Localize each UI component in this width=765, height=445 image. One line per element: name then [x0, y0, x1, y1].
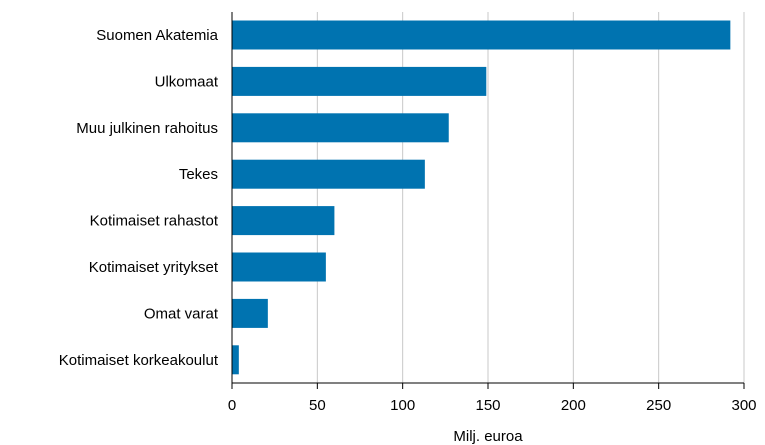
category-label-3: Tekes — [179, 166, 218, 183]
x-tick-label-250: 250 — [646, 397, 671, 414]
bar-6 — [232, 298, 268, 328]
x-tick-label-150: 150 — [475, 397, 500, 414]
bar-4 — [232, 206, 335, 236]
bar-0 — [232, 20, 731, 50]
category-label-7: Kotimaiset korkeakoulut — [59, 352, 219, 369]
category-label-0: Suomen Akatemia — [96, 27, 218, 44]
bar-5 — [232, 252, 326, 282]
bar-2 — [232, 113, 449, 143]
x-tick-label-200: 200 — [561, 397, 586, 414]
category-label-5: Kotimaiset yritykset — [89, 259, 219, 276]
category-label-6: Omat varat — [144, 305, 219, 322]
x-tick-label-0: 0 — [228, 397, 236, 414]
bar-3 — [232, 159, 425, 189]
bars — [232, 20, 731, 375]
x-tick-label-300: 300 — [731, 397, 756, 414]
x-tick-labels: 0 50 100 150 200 250 300 — [228, 397, 757, 414]
category-labels: Suomen Akatemia Ulkomaat Muu julkinen raho… — [59, 27, 219, 369]
x-tick-label-50: 50 — [309, 397, 326, 414]
category-label-1: Ulkomaat — [155, 73, 219, 90]
axes — [231, 12, 745, 389]
x-axis-title: Milj. euroa — [453, 428, 523, 445]
bar-1 — [232, 66, 487, 96]
x-tick-label-100: 100 — [390, 397, 415, 414]
category-label-4: Kotimaiset rahastot — [90, 213, 219, 230]
category-label-2: Muu julkinen rahoitus — [76, 120, 218, 137]
bar-7 — [232, 345, 239, 375]
